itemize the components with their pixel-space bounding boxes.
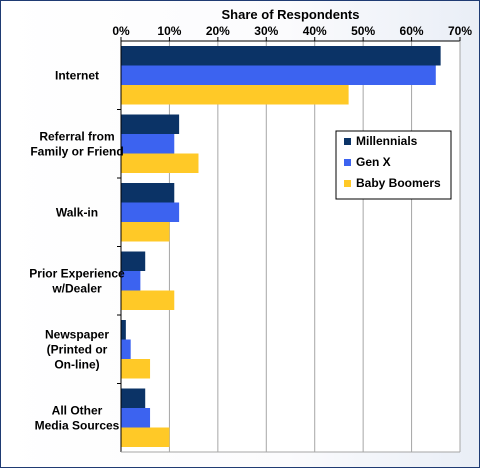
bar-gen-x xyxy=(121,65,436,85)
bar-baby-boomers xyxy=(121,359,151,379)
bar-baby-boomers xyxy=(121,222,170,242)
tick-label: 0% xyxy=(112,24,130,38)
x-axis-title: Share of Respondents xyxy=(222,7,360,22)
legend-label: Gen X xyxy=(356,155,391,169)
legend-label: Baby Boomers xyxy=(356,176,441,190)
bar-baby-boomers xyxy=(121,85,349,105)
category-label: Prior Experience xyxy=(29,266,125,280)
legend: Millennials Gen X Baby Boomers xyxy=(335,130,452,200)
axes xyxy=(117,40,461,453)
bar-baby-boomers xyxy=(121,290,175,310)
bar-gen-x xyxy=(121,202,180,222)
bar-gen-x xyxy=(121,134,175,154)
category-label: Internet xyxy=(55,68,99,82)
category-label: On-line) xyxy=(54,357,99,371)
bar-gen-x xyxy=(121,271,141,291)
tick-label: 30% xyxy=(254,24,278,38)
legend-box xyxy=(335,130,452,200)
tick-label: 10% xyxy=(157,24,181,38)
bar-millennials xyxy=(121,46,441,66)
category-label: Newspaper xyxy=(45,327,109,341)
bar-baby-boomers xyxy=(121,427,170,447)
bar-millennials xyxy=(121,114,180,134)
category-label: Media Sources xyxy=(35,418,120,432)
legend-label: Millennials xyxy=(356,134,418,148)
category-label: Family or Friend xyxy=(30,144,123,158)
legend-swatch xyxy=(344,159,351,166)
plot-area xyxy=(121,41,460,452)
category-label: All Other xyxy=(52,403,103,417)
bars xyxy=(121,46,441,447)
bar-gen-x xyxy=(121,408,151,428)
bar-millennials xyxy=(121,183,175,203)
legend-swatch xyxy=(344,180,351,187)
category-label: Walk-in xyxy=(56,205,98,219)
tick-label: 60% xyxy=(400,24,424,38)
category-label: w/Dealer xyxy=(51,281,102,295)
bar-gen-x xyxy=(121,339,131,359)
tick-label: 20% xyxy=(206,24,230,38)
tick-label: 40% xyxy=(303,24,327,38)
legend-swatch xyxy=(344,138,351,145)
bar-baby-boomers xyxy=(121,153,199,173)
bar-millennials xyxy=(121,320,126,340)
x-axis-ticks: 0% 10% 20% 30% 40% 50% 60% 70% xyxy=(112,24,472,41)
bar-millennials xyxy=(121,388,146,408)
category-label: Referral from xyxy=(39,129,114,143)
category-label: (Printed or xyxy=(47,342,108,356)
tick-label: 70% xyxy=(448,24,472,38)
bar-millennials xyxy=(121,251,146,271)
tick-label: 50% xyxy=(351,24,375,38)
